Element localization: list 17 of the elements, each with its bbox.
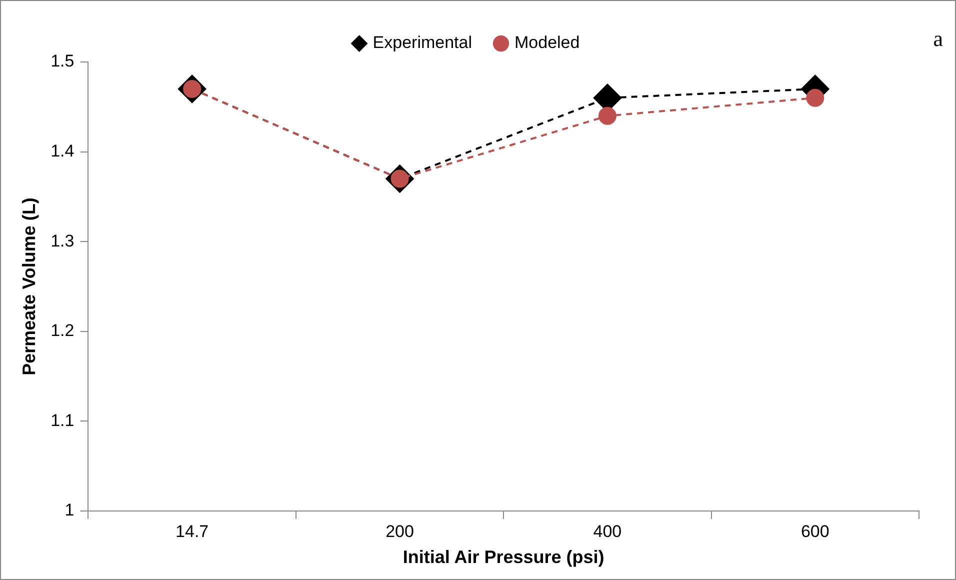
y-tick-label: 1.4 bbox=[50, 141, 74, 160]
x-tick-label: 200 bbox=[386, 522, 414, 541]
point bbox=[806, 88, 824, 107]
x-axis-title: Initial Air Pressure (psi) bbox=[402, 547, 604, 568]
point bbox=[598, 106, 616, 125]
y-tick-label: 1 bbox=[64, 500, 74, 520]
legend-label: Modeled bbox=[514, 33, 580, 52]
text: a bbox=[933, 26, 944, 51]
y-tick-label: 1.3 bbox=[50, 231, 74, 250]
y-tick-label: 1.1 bbox=[50, 410, 74, 430]
legend-label: Experimental bbox=[372, 33, 472, 52]
x-tick-label: 600 bbox=[800, 522, 830, 541]
y-tick-label: 1.2 bbox=[50, 321, 74, 340]
y-axis-title: Permeate Volume (L) bbox=[18, 198, 39, 376]
x-tick-label: 400 bbox=[593, 522, 622, 541]
y-tick-label: 1.5 bbox=[50, 52, 74, 71]
x-tick-label: 14.7 bbox=[176, 522, 209, 541]
